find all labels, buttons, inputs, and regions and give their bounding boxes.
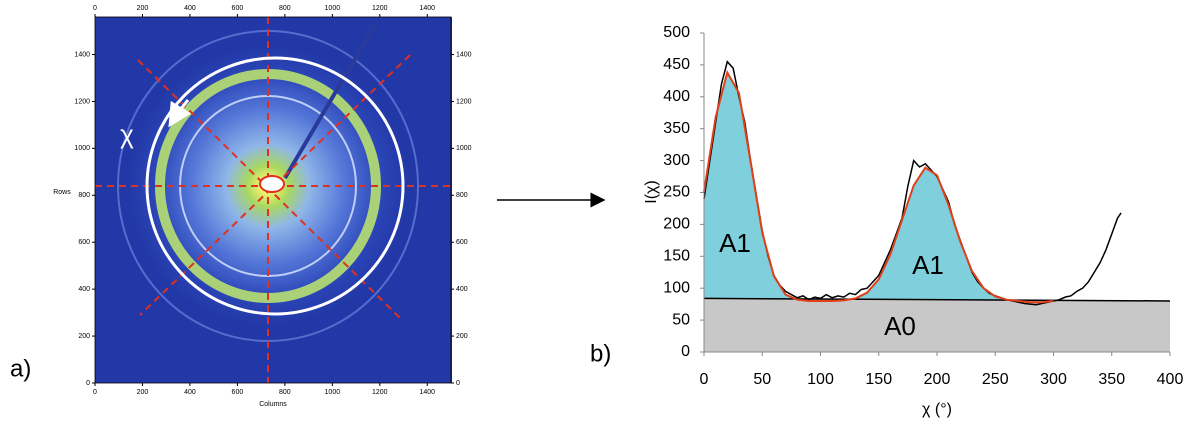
y-tick-label: 500: [663, 24, 690, 41]
annotation: χ: [120, 119, 134, 149]
y-tick-label: 200: [663, 216, 690, 233]
x-tick-label: 1200: [372, 5, 388, 12]
x-tick-label: 400: [1157, 371, 1184, 388]
y-tick-label: 1200: [456, 98, 472, 105]
x-tick-label: 400: [184, 5, 196, 12]
y-tick-label: 1400: [74, 51, 90, 58]
y-tick-label: 0: [681, 343, 690, 360]
x-tick-label: 1000: [325, 5, 341, 12]
x-tick-label: 800: [279, 389, 291, 396]
x-tick-label: 150: [865, 371, 892, 388]
annotation: A1: [912, 250, 944, 280]
y-tick-label: 450: [663, 56, 690, 73]
panel-label: a): [10, 355, 31, 382]
y-tick-label: 100: [663, 279, 690, 296]
x-tick-label: 400: [184, 389, 196, 396]
y-axis-label: Rows: [53, 189, 71, 196]
y-tick-label: 0: [456, 380, 460, 387]
y-tick-label: 800: [456, 192, 468, 199]
y-tick-label: 200: [456, 333, 468, 340]
y-tick-label: 400: [78, 286, 90, 293]
y-tick-label: 1400: [456, 51, 472, 58]
x-tick-label: 1400: [419, 5, 435, 12]
x-tick-label: 0: [700, 371, 709, 388]
y-tick-label: 1000: [74, 145, 90, 152]
y-tick-label: 600: [78, 239, 90, 246]
x-tick-label: 50: [753, 371, 771, 388]
y-tick-label: 200: [78, 333, 90, 340]
y-tick-label: 150: [663, 248, 690, 265]
area: [704, 298, 1170, 352]
x-tick-label: 1200: [372, 389, 388, 396]
image-frame: [94, 16, 452, 384]
annotation: A1: [719, 228, 751, 258]
x-tick-label: 250: [982, 371, 1009, 388]
y-tick-label: 0: [86, 380, 90, 387]
y-tick-label: 1200: [74, 98, 90, 105]
area: [704, 72, 1054, 352]
y-tick-label: 400: [663, 88, 690, 105]
y-tick-label: 600: [456, 239, 468, 246]
y-tick-label: 300: [663, 152, 690, 169]
y-axis-label: I(χ): [643, 180, 660, 204]
x-tick-label: 100: [807, 371, 834, 388]
annotation: A0: [884, 311, 916, 341]
x-tick-label: 1400: [419, 389, 435, 396]
y-tick-label: 350: [663, 120, 690, 137]
x-tick-label: 200: [137, 389, 149, 396]
y-tick-label: 250: [663, 184, 690, 201]
line: [703, 69, 1054, 304]
x-tick-label: 800: [279, 5, 291, 12]
x-tick-label: 200: [137, 5, 149, 12]
panel-label: b): [590, 340, 611, 367]
x-tick-label: 0: [93, 389, 97, 396]
x-tick-label: 0: [93, 5, 97, 12]
x-tick-label: 600: [232, 5, 244, 12]
x-axis-label: χ (°): [922, 401, 952, 418]
line: [703, 297, 1171, 302]
x-tick-label: 350: [1098, 371, 1125, 388]
y-tick-label: 800: [78, 192, 90, 199]
x-tick-label: 200: [924, 371, 951, 388]
y-tick-label: 50: [672, 311, 690, 328]
x-tick-label: 600: [232, 389, 244, 396]
x-axis-label: Columns: [259, 401, 287, 408]
x-tick-label: 300: [1040, 371, 1067, 388]
diffraction-image: [95, 17, 452, 383]
x-tick-label: 1000: [325, 389, 341, 396]
y-tick-label: 400: [456, 286, 468, 293]
y-tick-label: 1000: [456, 145, 472, 152]
